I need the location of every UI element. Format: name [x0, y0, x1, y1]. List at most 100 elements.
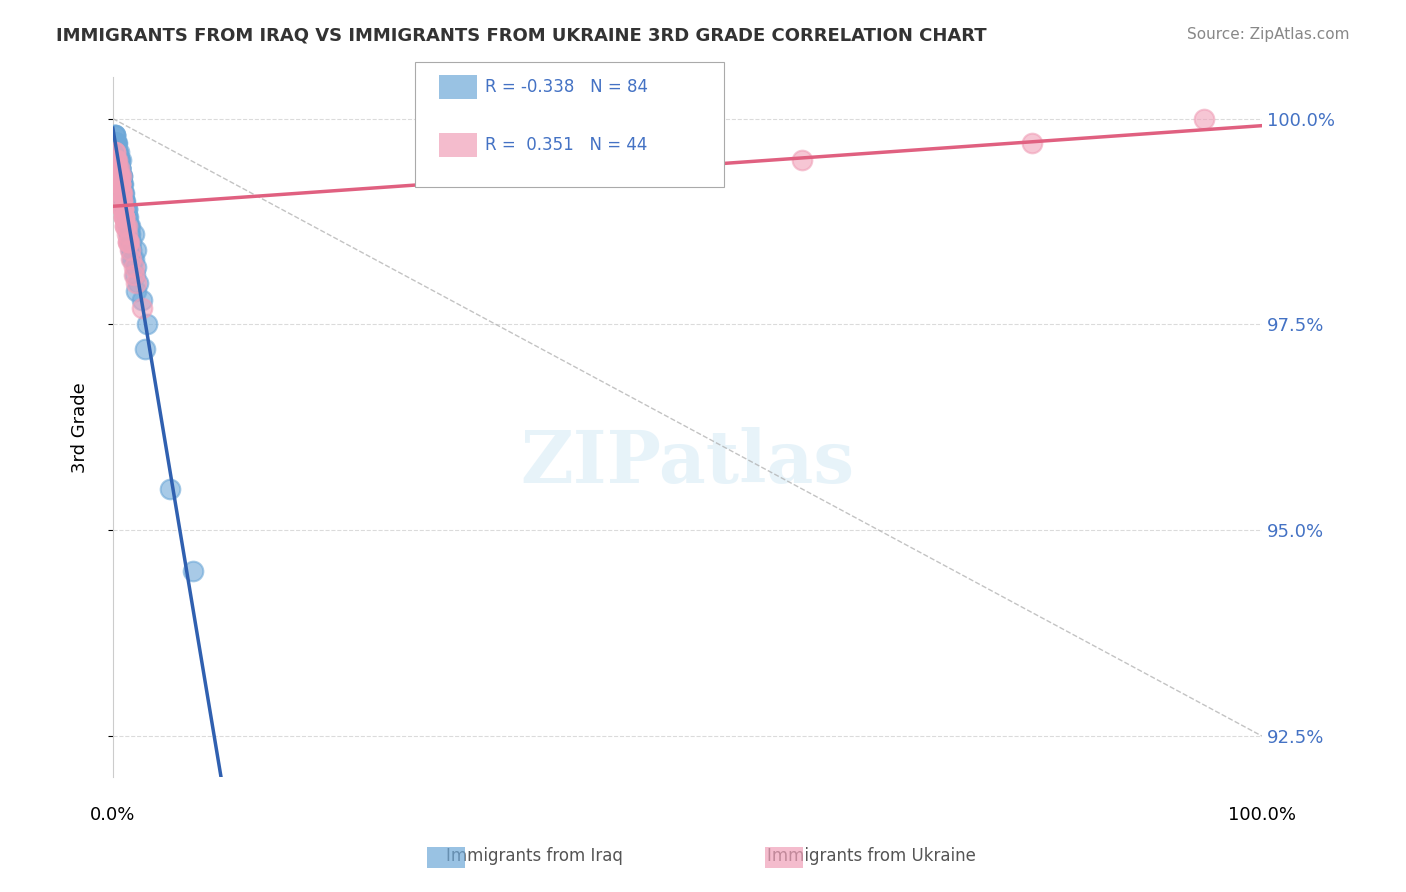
Point: [107, 145, 129, 159]
Point: [105, 145, 128, 159]
Point: [120, 252, 142, 266]
Point: [117, 219, 139, 233]
Text: Immigrants from Ukraine: Immigrants from Ukraine: [768, 847, 976, 865]
Point: [125, 285, 148, 299]
Point: [110, 186, 132, 200]
Point: [112, 186, 135, 200]
Text: R =  0.351   N = 44: R = 0.351 N = 44: [485, 136, 647, 154]
Point: [107, 153, 129, 167]
Point: [112, 186, 135, 200]
Point: [107, 153, 129, 167]
Point: [107, 153, 129, 167]
Point: [122, 252, 145, 266]
Point: [110, 169, 132, 184]
Point: [104, 128, 127, 142]
Point: [115, 202, 138, 216]
Point: [125, 244, 148, 258]
Point: [107, 169, 129, 184]
Point: [118, 219, 141, 233]
Point: [108, 161, 131, 175]
Point: [104, 145, 127, 159]
Point: [117, 211, 139, 225]
Point: [1021, 136, 1043, 151]
Point: [105, 136, 128, 151]
Text: 100.0%: 100.0%: [1227, 806, 1296, 824]
Point: [127, 277, 149, 291]
Point: [105, 153, 128, 167]
Point: [114, 219, 136, 233]
Point: [124, 268, 146, 282]
Point: [112, 202, 135, 216]
Point: [115, 211, 138, 225]
Point: [118, 235, 141, 249]
Point: [108, 178, 131, 192]
Point: [105, 161, 128, 175]
Point: [112, 186, 135, 200]
Point: [117, 219, 139, 233]
Point: [120, 244, 142, 258]
Point: [107, 161, 129, 175]
Point: [107, 169, 129, 184]
Text: IMMIGRANTS FROM IRAQ VS IMMIGRANTS FROM UKRAINE 3RD GRADE CORRELATION CHART: IMMIGRANTS FROM IRAQ VS IMMIGRANTS FROM …: [56, 27, 987, 45]
Point: [131, 293, 153, 307]
Point: [104, 145, 127, 159]
Point: [107, 153, 129, 167]
Point: [159, 482, 181, 496]
Point: [104, 128, 127, 142]
Point: [111, 178, 134, 192]
Y-axis label: 3rd Grade: 3rd Grade: [72, 382, 89, 473]
Point: [111, 194, 134, 208]
Point: [110, 169, 132, 184]
Point: [1194, 112, 1216, 126]
Point: [115, 211, 138, 225]
Point: [111, 186, 134, 200]
Point: [125, 260, 148, 274]
Point: [107, 136, 129, 151]
Point: [112, 194, 135, 208]
Point: [118, 227, 141, 241]
Point: [107, 161, 129, 175]
Point: [108, 161, 131, 175]
Point: [112, 186, 135, 200]
Point: [108, 161, 131, 175]
Point: [104, 128, 127, 142]
Point: [108, 178, 131, 192]
Point: [112, 211, 135, 225]
Point: [110, 169, 132, 184]
Point: [122, 268, 145, 282]
Point: [112, 202, 135, 216]
Point: [107, 161, 129, 175]
Point: [107, 169, 129, 184]
Point: [108, 178, 131, 192]
Text: Immigrants from Iraq: Immigrants from Iraq: [446, 847, 623, 865]
Point: [107, 145, 129, 159]
Point: [111, 178, 134, 192]
Point: [112, 186, 135, 200]
Point: [114, 219, 136, 233]
Point: [122, 227, 145, 241]
Point: [105, 153, 128, 167]
Point: [117, 219, 139, 233]
Point: [105, 136, 128, 151]
Point: [111, 178, 134, 192]
Point: [117, 235, 139, 249]
Text: 0.0%: 0.0%: [90, 806, 135, 824]
Point: [136, 318, 159, 332]
Point: [120, 235, 142, 249]
Point: [121, 252, 143, 266]
Point: [111, 169, 134, 184]
Point: [134, 342, 156, 356]
Point: [112, 194, 135, 208]
Point: [115, 227, 138, 241]
Point: [112, 202, 135, 216]
Point: [115, 219, 138, 233]
Point: [792, 153, 814, 167]
Point: [107, 153, 129, 167]
Point: [112, 194, 135, 208]
Point: [120, 219, 142, 233]
Point: [107, 145, 129, 159]
Point: [107, 145, 129, 159]
Point: [117, 235, 139, 249]
Point: [105, 136, 128, 151]
Point: [112, 194, 135, 208]
